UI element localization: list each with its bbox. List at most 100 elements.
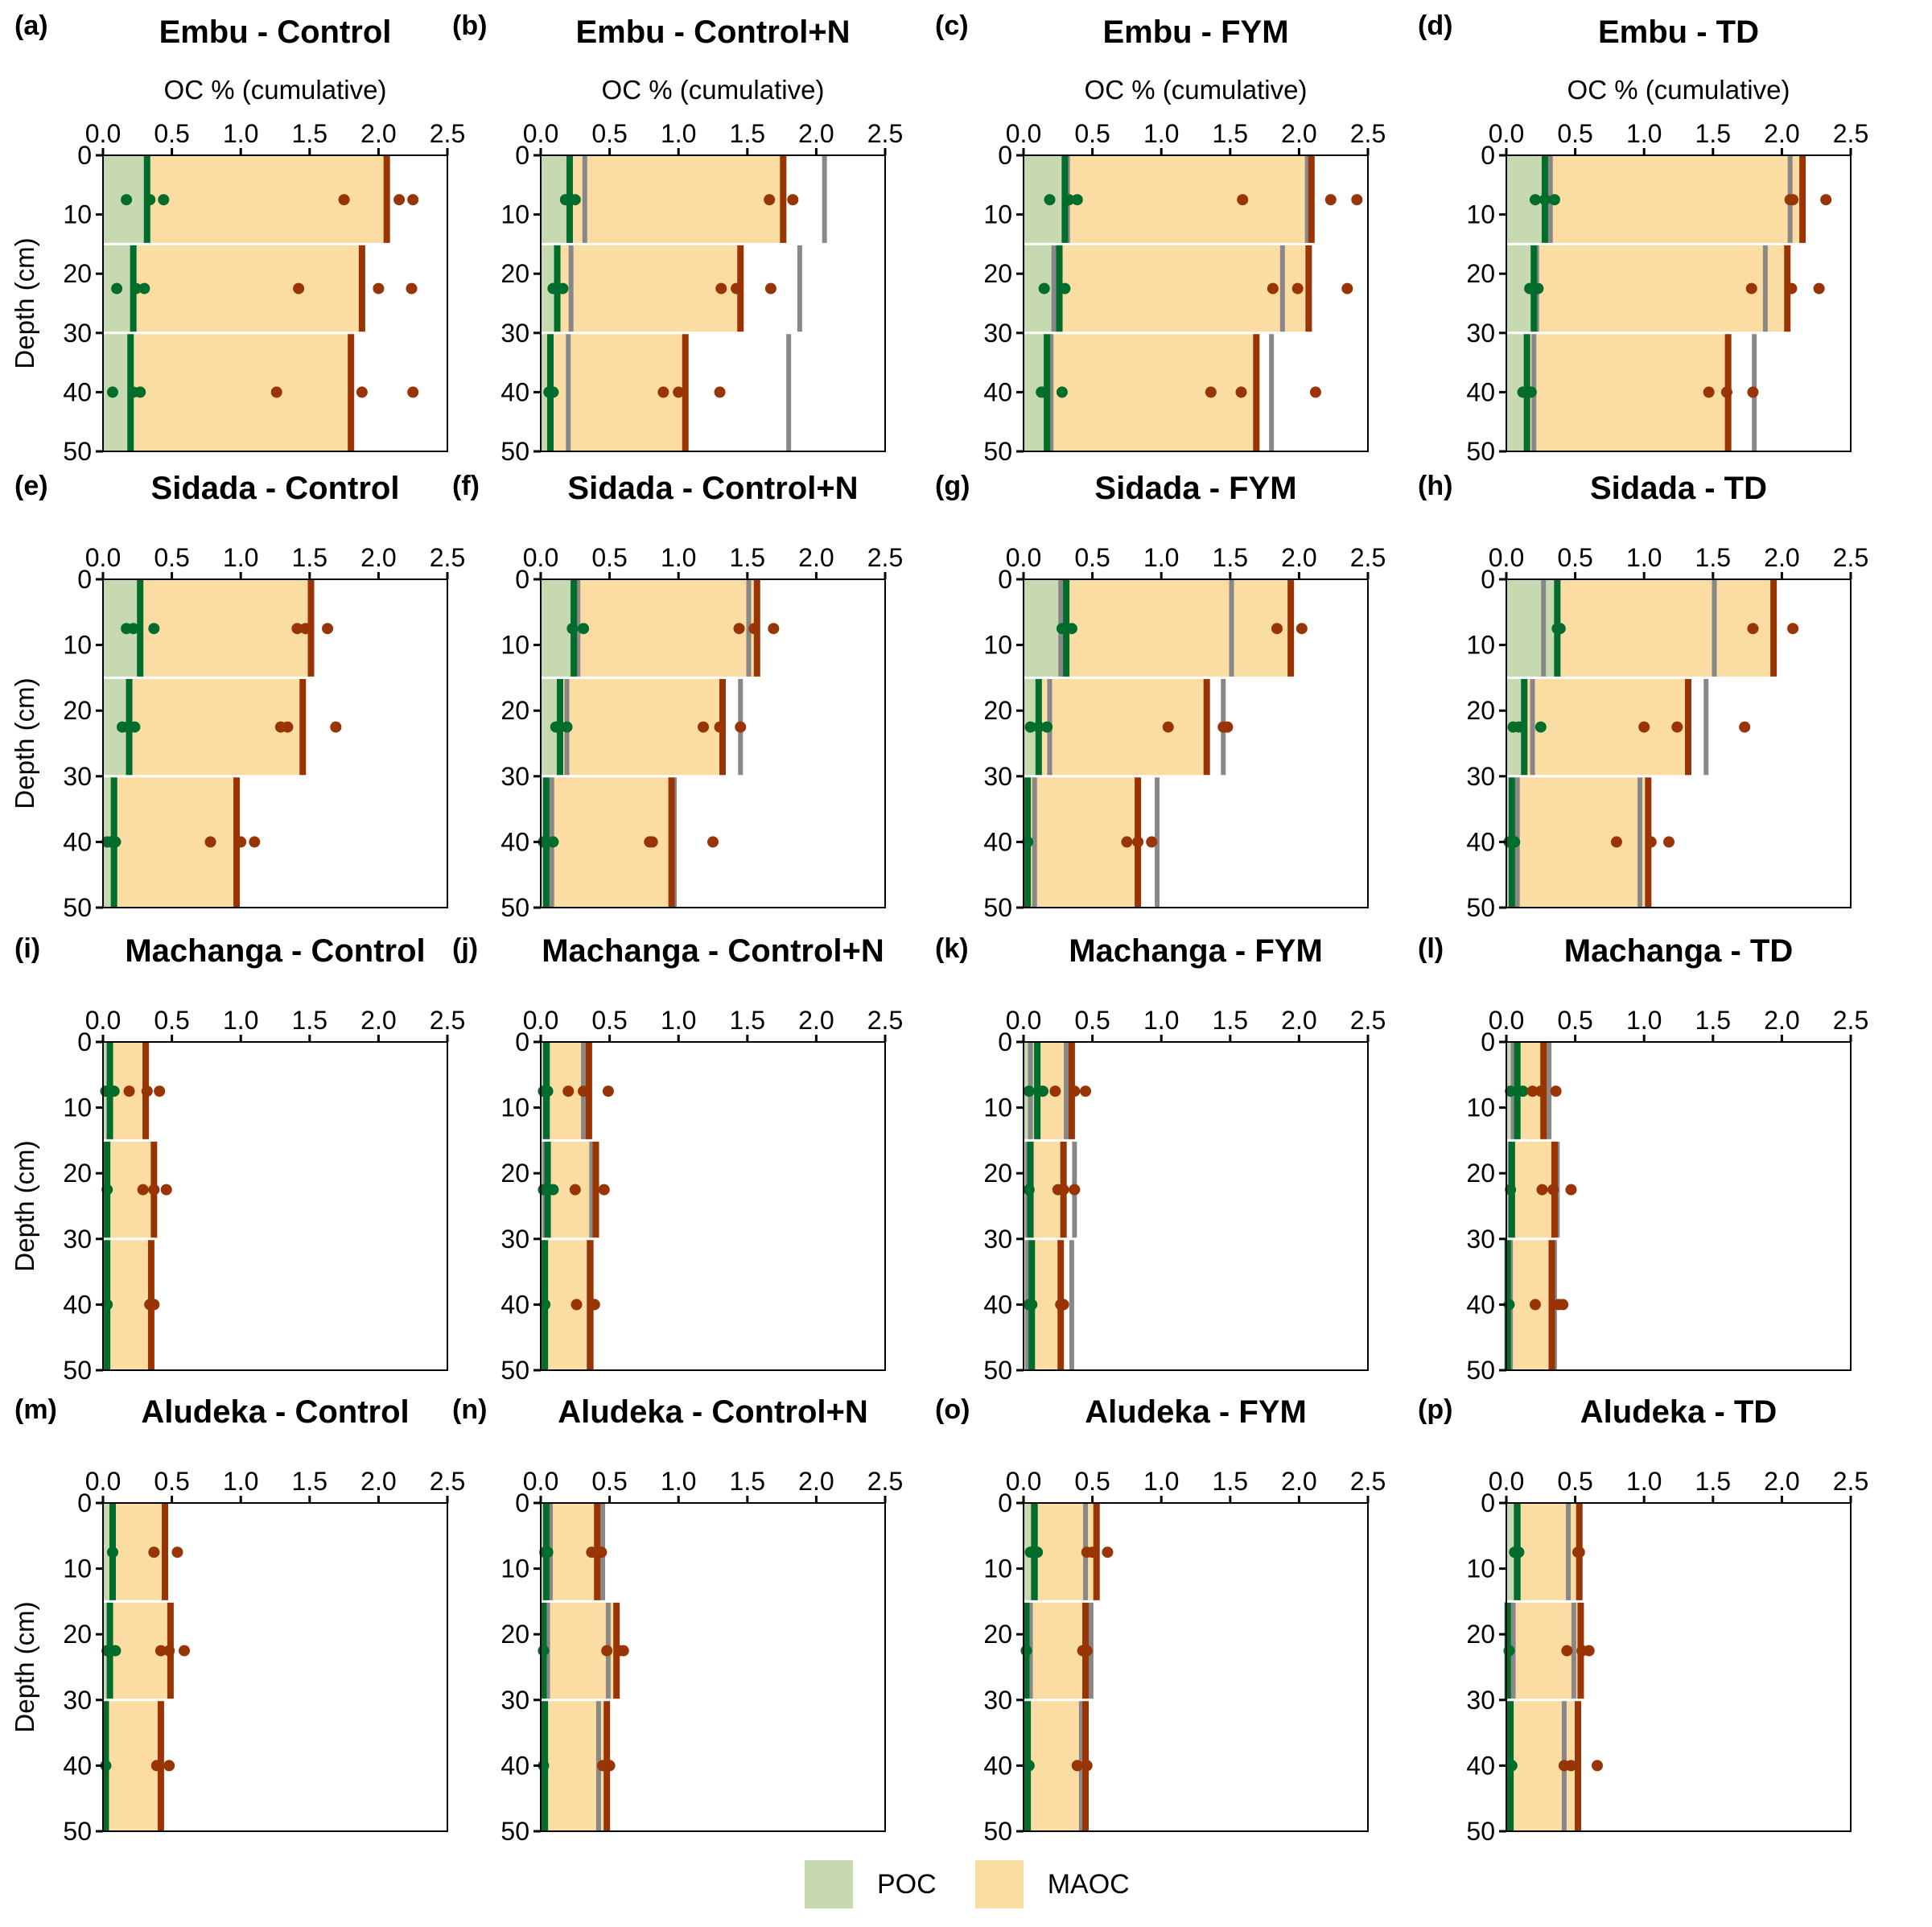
total-point <box>1162 721 1174 733</box>
y-tick-label: 40 <box>983 1290 1012 1319</box>
total-point <box>1221 721 1234 733</box>
poc-point <box>106 1546 118 1558</box>
total-point <box>1237 194 1249 206</box>
x-tick-label: 0.0 <box>1006 1467 1041 1496</box>
x-tick-label: 2.0 <box>1764 1467 1799 1496</box>
y-tick-label: 10 <box>501 1554 529 1583</box>
y-tick-label: 40 <box>983 827 1012 856</box>
y-tick-label: 20 <box>1466 1620 1495 1649</box>
poc-point <box>106 386 118 398</box>
y-tick-label: 40 <box>1466 827 1495 856</box>
total-point <box>1526 1085 1539 1097</box>
poc-point <box>1038 282 1050 294</box>
x-tick-label: 0.5 <box>591 119 627 148</box>
poc-point <box>1517 1085 1529 1097</box>
total-point <box>748 623 760 635</box>
y-tick-label: 0 <box>1481 1488 1495 1517</box>
total-point <box>1235 386 1247 398</box>
total-point <box>1071 1760 1083 1772</box>
maoc-bar <box>1024 244 1309 333</box>
panel-title: Machanga - TD <box>1564 933 1793 969</box>
total-point <box>1529 1299 1541 1311</box>
total-point <box>595 1546 608 1558</box>
poc-point <box>148 623 160 635</box>
poc-point <box>101 1645 113 1657</box>
y-tick-label: 40 <box>1466 377 1495 406</box>
y-tick-label: 10 <box>983 1093 1012 1122</box>
y-tick-label: 20 <box>1466 696 1495 725</box>
plot-frame <box>1023 579 1369 908</box>
y-tick-label: 30 <box>1466 319 1495 348</box>
x-tick-label: 1.5 <box>1695 1467 1731 1496</box>
x-tick-label: 1.5 <box>1213 1006 1248 1035</box>
total-point <box>1745 282 1757 294</box>
maoc-bar <box>541 1699 608 1831</box>
x-tick-label: 1.0 <box>223 119 258 148</box>
x-tick-label: 2.0 <box>1764 543 1799 572</box>
y-tick-label: 30 <box>63 762 92 791</box>
total-point <box>141 1085 153 1097</box>
x-tick-label: 2.0 <box>1281 119 1316 148</box>
x-tick-label: 2.5 <box>867 1006 903 1035</box>
poc-point <box>1023 1760 1035 1772</box>
poc-point <box>1024 721 1036 733</box>
x-tick-label: 1.5 <box>292 1467 327 1496</box>
panel-title: Sidada - FYM <box>1094 471 1296 506</box>
total-point <box>1121 836 1133 848</box>
poc-point <box>109 1645 122 1657</box>
panel-title: Machanga - Control <box>125 933 425 969</box>
x-tick-label: 1.5 <box>1695 543 1731 572</box>
total-point <box>1813 282 1825 294</box>
y-tick-label: 0 <box>998 141 1012 170</box>
poc-point <box>1032 1546 1044 1558</box>
poc-point <box>1038 386 1050 398</box>
poc-point <box>1056 386 1068 398</box>
y-tick-label: 50 <box>63 1356 92 1385</box>
y-tick-label: 0 <box>1481 141 1495 170</box>
poc-point <box>547 1184 559 1196</box>
total-point <box>338 194 350 206</box>
y-axis-label: Depth (cm) <box>10 677 39 809</box>
x-tick-label: 0.0 <box>85 1467 121 1496</box>
total-point <box>204 836 216 848</box>
x-tick-label: 2.0 <box>360 543 396 572</box>
x-tick-label: 2.5 <box>1350 543 1386 572</box>
y-tick-label: 50 <box>63 437 92 466</box>
x-tick-label: 0.0 <box>1006 1006 1041 1035</box>
plot-frame <box>1506 579 1852 908</box>
panel-label: (l) <box>1418 933 1444 964</box>
total-point <box>1205 386 1217 398</box>
panel-title: Embu - TD <box>1598 14 1759 50</box>
poc-point <box>1503 1645 1515 1657</box>
x-tick-label: 2.5 <box>1833 543 1868 572</box>
x-tick-label: 1.0 <box>661 1467 696 1496</box>
total-point <box>1591 1760 1603 1772</box>
poc-point <box>1026 1299 1038 1311</box>
panel-label: (o) <box>935 1394 970 1425</box>
y-tick-label: 30 <box>63 319 92 348</box>
maoc-bar <box>1506 244 1788 333</box>
total-point <box>1573 1546 1585 1558</box>
x-tick-label: 2.5 <box>867 1467 903 1496</box>
y-tick-label: 20 <box>501 696 529 725</box>
x-tick-label: 0.5 <box>591 543 627 572</box>
y-tick-label: 50 <box>501 437 529 466</box>
poc-point <box>108 1085 120 1097</box>
x-tick-label: 1.5 <box>730 543 765 572</box>
poc-point <box>566 623 579 635</box>
y-tick-label: 20 <box>983 696 1012 725</box>
plot-frame <box>540 154 886 452</box>
x-tick-label: 2.5 <box>1833 1006 1868 1035</box>
panel-label: (e) <box>14 471 48 501</box>
total-point <box>373 282 385 294</box>
poc-point <box>130 282 142 294</box>
plot-frame <box>102 154 448 452</box>
y-tick-label: 50 <box>1466 437 1495 466</box>
total-point <box>1550 1085 1562 1097</box>
x-tick-label: 0.0 <box>523 119 558 148</box>
total-point <box>1536 1184 1548 1196</box>
y-tick-label: 30 <box>501 1686 529 1715</box>
maoc-bar <box>1024 677 1207 776</box>
y-tick-label: 0 <box>77 1027 92 1056</box>
y-tick-label: 20 <box>63 1620 92 1649</box>
